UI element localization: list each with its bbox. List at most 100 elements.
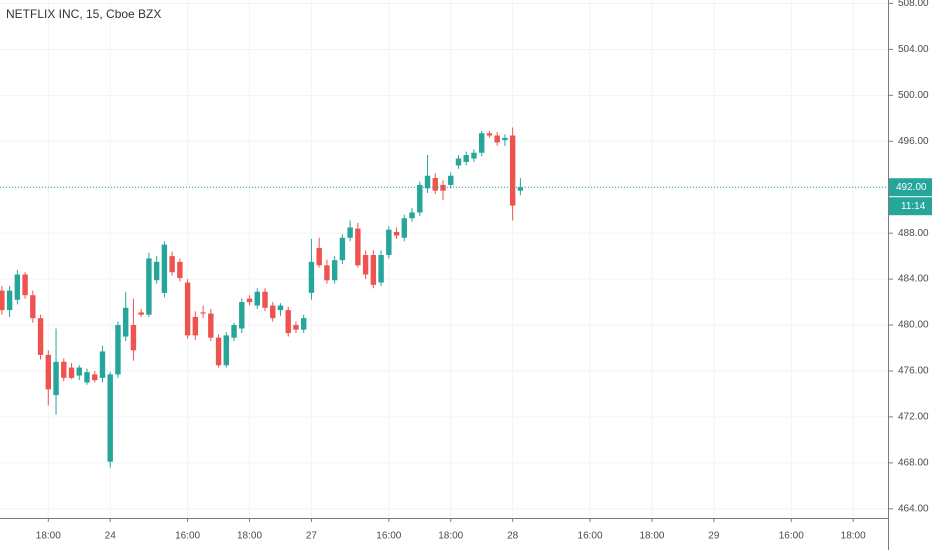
x-tick-label: 16:00 xyxy=(175,531,200,542)
candle-body xyxy=(92,374,98,381)
candle-body xyxy=(308,261,315,293)
x-tick-label: 18:00 xyxy=(36,531,61,542)
candle-body xyxy=(409,212,415,219)
candle-body xyxy=(262,291,268,308)
y-tick-label: 472.00 xyxy=(898,412,929,423)
candle-body xyxy=(76,367,82,376)
y-tick-label: 496.00 xyxy=(898,136,929,147)
candle-body xyxy=(417,184,423,213)
candle-body xyxy=(401,218,408,238)
candle-body xyxy=(177,261,183,278)
candles xyxy=(0,127,524,468)
candle-body xyxy=(355,228,361,266)
candle-body xyxy=(68,367,75,378)
candle-body xyxy=(208,313,214,338)
candle-body xyxy=(246,298,253,303)
candle-body xyxy=(84,372,90,383)
candle-body xyxy=(45,354,52,390)
candle-body xyxy=(517,187,524,191)
candle-body xyxy=(293,325,299,330)
candle-body xyxy=(502,137,508,141)
x-tick-label: 18:00 xyxy=(639,531,664,542)
candle-body xyxy=(254,291,260,306)
candle-body xyxy=(494,135,500,143)
x-tick-label: 16:00 xyxy=(779,531,804,542)
candle-body xyxy=(22,274,28,296)
candle-body xyxy=(378,254,384,283)
candle-body xyxy=(122,307,129,337)
candle-body xyxy=(0,290,5,311)
candle-body xyxy=(161,244,168,293)
y-tick-label: 464.00 xyxy=(898,503,929,514)
x-tick-label: 18:00 xyxy=(841,531,866,542)
last-price-label: 492.00 xyxy=(896,182,927,193)
candle-body xyxy=(316,248,322,266)
candle-body xyxy=(270,305,276,319)
candle-body xyxy=(146,258,152,315)
chart-title: NETFLIX INC, 15, Cboe BZX xyxy=(6,7,161,21)
countdown-box xyxy=(889,197,932,216)
candle-body xyxy=(231,325,237,338)
x-tick-label: 27 xyxy=(306,531,318,542)
candle-body xyxy=(440,184,446,191)
y-tick-label: 508.00 xyxy=(898,0,929,9)
y-tick-label: 480.00 xyxy=(898,320,929,331)
candle-body xyxy=(53,361,59,396)
candle-body xyxy=(432,178,438,191)
candle-body xyxy=(192,317,199,336)
candle-body xyxy=(215,337,222,366)
candle-body xyxy=(153,261,160,281)
candle-body xyxy=(277,305,284,311)
candle-body xyxy=(14,274,21,300)
candle-body xyxy=(393,232,400,236)
candle-body xyxy=(455,158,462,166)
candle-body xyxy=(471,152,477,159)
y-tick-label: 488.00 xyxy=(898,228,929,239)
candle-body xyxy=(509,135,516,206)
candle-body xyxy=(324,265,330,281)
x-tick-label: 18:00 xyxy=(438,531,463,542)
candle-body xyxy=(478,133,485,153)
candle-body xyxy=(130,325,137,351)
y-tick-label: 484.00 xyxy=(898,274,929,285)
y-tick-label: 504.00 xyxy=(898,44,929,55)
candle-body xyxy=(424,175,431,189)
x-tick-label: 16:00 xyxy=(578,531,603,542)
candle-body xyxy=(115,325,121,375)
candle-body xyxy=(6,290,13,311)
candle-body xyxy=(448,175,454,185)
candle-body xyxy=(61,361,67,378)
candle-body xyxy=(239,302,245,329)
candle-body xyxy=(362,254,369,275)
candle-body xyxy=(99,351,106,378)
y-tick-label: 468.00 xyxy=(898,458,929,469)
candle-body xyxy=(331,260,338,281)
countdown-label: 11:14 xyxy=(901,201,926,212)
candle-body xyxy=(347,227,353,238)
candle-body xyxy=(200,312,206,314)
candle-body xyxy=(463,155,469,162)
candle-body xyxy=(339,237,346,261)
x-tick-label: 18:00 xyxy=(237,531,262,542)
candle-body xyxy=(169,256,175,273)
candle-body xyxy=(138,312,144,315)
candle-body xyxy=(37,318,44,355)
candle-body xyxy=(370,254,377,285)
candle-body xyxy=(486,133,493,136)
x-tick-label: 16:00 xyxy=(376,531,401,542)
candle-body xyxy=(386,229,392,255)
candle-body xyxy=(285,310,291,334)
y-tick-label: 476.00 xyxy=(898,366,929,377)
x-tick-label: 24 xyxy=(105,531,117,542)
candle-body xyxy=(223,335,230,366)
candle-body xyxy=(300,318,307,330)
candle-body xyxy=(30,295,36,319)
x-tick-label: 29 xyxy=(708,531,720,542)
x-tick-label: 28 xyxy=(507,531,519,542)
candle-body xyxy=(107,374,113,462)
candle-body xyxy=(184,282,191,336)
last-price-box xyxy=(889,178,932,197)
y-tick-label: 500.00 xyxy=(898,90,929,101)
